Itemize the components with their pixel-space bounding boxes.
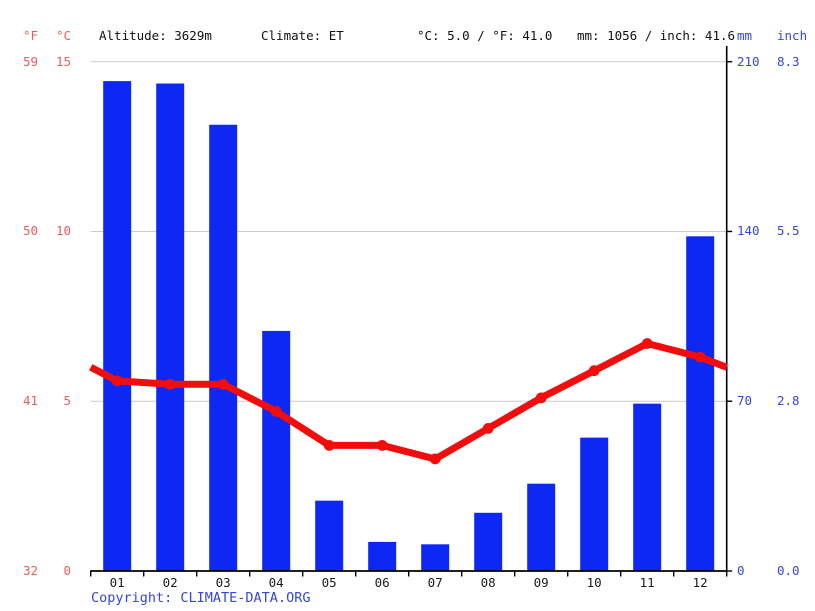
temperature-point <box>429 453 441 465</box>
copyright-line: Copyright: CLIMATE-DATA.ORG <box>91 590 310 607</box>
precipitation-total-label: mm: 1056 / inch: 41.6 <box>577 28 736 43</box>
temperature-point <box>217 378 229 390</box>
x-axis-month-label: 11 <box>639 575 655 590</box>
copyright-label: Copyright: <box>91 590 181 606</box>
left-axis-label-fahrenheit: 59 <box>22 53 38 69</box>
average-temperature-label: °C: 5.0 / °F: 41.0 <box>417 28 553 43</box>
left-axis-label-celsius: 5 <box>63 393 71 409</box>
temperature-line <box>89 340 728 463</box>
left-axis-label-fahrenheit: 32 <box>22 563 38 578</box>
x-axis-month-label: 02 <box>162 575 178 590</box>
temperature-point <box>270 406 282 417</box>
temperature-point <box>588 365 600 377</box>
temperature-point <box>535 392 547 404</box>
header-unit-celsius: °C <box>55 28 71 43</box>
x-axis-month-label: 04 <box>268 575 284 590</box>
x-axis-month-label: 01 <box>109 575 125 590</box>
left-axis-label-celsius: 0 <box>63 563 71 578</box>
precipitation-bar <box>633 403 662 571</box>
x-axis-month-label: 08 <box>480 575 496 590</box>
header-unit-inch: inch <box>777 28 808 43</box>
precipitation-bar <box>686 236 715 571</box>
precipitation-bar <box>315 500 344 571</box>
x-axis-month-label: 06 <box>374 575 390 590</box>
left-axis-label-fahrenheit: 50 <box>22 223 38 239</box>
x-axis-month-label: 07 <box>427 575 443 590</box>
temperature-point <box>482 422 494 434</box>
precipitation-bar <box>474 512 503 571</box>
right-axis-label-inch: 5.5 <box>777 223 800 239</box>
precipitation-bar <box>156 83 185 571</box>
x-axis-month-label: 10 <box>586 575 602 590</box>
temperature-point <box>323 439 335 451</box>
precipitation-bar <box>262 330 291 571</box>
right-axis-label-mm: 0 <box>737 563 745 578</box>
precipitation-bar <box>103 81 132 572</box>
precipitation-bar <box>368 541 397 571</box>
temperature-point <box>376 439 388 451</box>
x-axis-month-label: 05 <box>321 575 337 590</box>
left-axis-label-fahrenheit: 41 <box>22 393 38 409</box>
temperature-point <box>111 375 123 387</box>
right-axis-label-inch: 2.8 <box>777 393 800 409</box>
header-unit-fahrenheit: °F <box>22 28 38 43</box>
right-axis-label-mm: 210 <box>737 53 760 69</box>
precipitation-bar <box>209 124 238 571</box>
x-axis-month-label: 03 <box>215 575 231 590</box>
precipitation-bar <box>421 544 450 571</box>
left-axis-label-celsius: 10 <box>55 223 71 239</box>
left-axis-label-celsius: 15 <box>55 53 71 69</box>
right-axis-label-mm: 70 <box>737 393 753 409</box>
temperature-point <box>164 378 176 390</box>
x-axis-month-label: 09 <box>533 575 549 590</box>
header-unit-mm: mm <box>737 28 753 43</box>
temperature-point <box>641 338 653 349</box>
right-axis-label-mm: 140 <box>737 223 760 239</box>
copyright-link[interactable]: CLIMATE-DATA.ORG <box>180 590 311 606</box>
temperature-point <box>694 351 706 363</box>
right-axis-label-inch: 8.3 <box>777 53 800 69</box>
precipitation-bar <box>527 483 556 571</box>
right-axis-label-inch: 0.0 <box>777 563 800 578</box>
x-axis-month-label: 12 <box>692 575 708 590</box>
precipitation-bar <box>580 437 609 571</box>
climate-type-label: Climate: ET <box>261 28 344 43</box>
altitude-label: Altitude: 3629m <box>99 28 212 43</box>
